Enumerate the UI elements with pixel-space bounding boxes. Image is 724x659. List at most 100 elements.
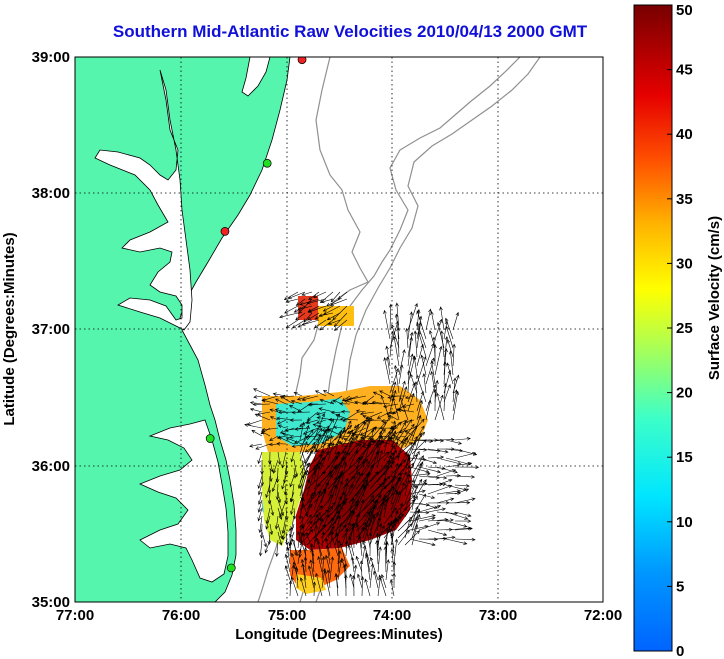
- velocity-vector: [277, 451, 282, 466]
- velocity-vector: [269, 416, 279, 421]
- velocity-vector: [412, 355, 418, 376]
- velocity-vector: [329, 531, 339, 557]
- velocity-vector: [256, 411, 271, 416]
- velocity-vector: [348, 536, 355, 557]
- velocity-vector: [443, 336, 449, 367]
- velocity-vector: [276, 442, 287, 446]
- velocity-vector: [290, 451, 295, 463]
- velocity-vector: [385, 541, 389, 565]
- velocity-vector: [454, 437, 471, 441]
- velocity-vector: [427, 455, 445, 460]
- velocity-vector: [289, 491, 295, 503]
- velocity-vector: [390, 420, 396, 441]
- velocity-vector: [359, 427, 375, 436]
- velocity-vector: [390, 510, 399, 532]
- velocity-vector: [334, 522, 343, 546]
- velocity-vector: [396, 327, 400, 358]
- velocity-vector: [334, 573, 339, 597]
- velocity-vector: [383, 357, 391, 385]
- velocity-vector: [418, 493, 436, 499]
- lat-tick-label: 38:00: [32, 185, 70, 202]
- velocity-vector: [334, 495, 342, 518]
- velocity-vector: [376, 430, 383, 455]
- velocity-vector: [291, 319, 306, 329]
- velocity-vector: [416, 374, 427, 403]
- velocity-vector: [286, 546, 291, 565]
- velocity-vector: [397, 454, 418, 476]
- velocity-vector: [368, 532, 373, 557]
- velocity-vector: [337, 539, 341, 565]
- velocity-vector: [372, 391, 383, 397]
- velocity-vector: [436, 392, 445, 421]
- velocity-vector: [418, 466, 442, 474]
- velocity-vector: [454, 484, 470, 488]
- velocity-vector: [350, 556, 355, 573]
- velocity-vector: [285, 298, 299, 304]
- velocity-vector: [397, 440, 405, 462]
- velocity-vector: [333, 312, 348, 328]
- velocity-vector: [327, 434, 333, 455]
- colorbar-label: Surface Velocity (cm/s): [706, 216, 723, 380]
- velocity-vector: [418, 502, 439, 509]
- lon-tick-label: 73:00: [479, 607, 517, 624]
- velocity-vector: [390, 517, 398, 546]
- velocity-vector: [341, 420, 352, 441]
- velocity-vector: [411, 524, 419, 546]
- velocity-vector: [445, 325, 454, 349]
- velocity-vector: [281, 515, 287, 534]
- velocity-vector: [369, 481, 386, 497]
- colorbar-tick-label: 50: [676, 2, 693, 19]
- velocity-vector: [281, 451, 287, 469]
- velocity-vector: [299, 429, 314, 448]
- velocity-vector: [261, 427, 279, 432]
- velocity-vector: [341, 456, 364, 476]
- velocity-vector: [285, 319, 299, 329]
- velocity-vector: [376, 427, 394, 448]
- velocity-vector: [420, 354, 427, 376]
- lat-tick-label: 39:00: [32, 49, 70, 66]
- velocity-vector: [409, 373, 418, 394]
- velocity-vector: [313, 412, 325, 441]
- velocity-vector: [360, 576, 365, 597]
- velocity-vector: [454, 537, 476, 542]
- velocity-vector: [454, 511, 472, 518]
- velocity-vector: [299, 419, 311, 427]
- velocity-vector: [405, 327, 409, 349]
- velocity-vector: [298, 507, 303, 520]
- velocity-vector: [306, 427, 323, 448]
- velocity-vector: [416, 399, 423, 421]
- velocity-vector: [383, 309, 391, 340]
- map-frame: [74, 56, 604, 603]
- velocity-vector: [249, 408, 263, 413]
- velocity-vector: [445, 461, 473, 468]
- velocity-vector: [404, 518, 411, 539]
- velocity-vector: [261, 399, 279, 405]
- velocity-vector: [343, 399, 359, 405]
- velocity-vector: [351, 524, 356, 549]
- lon-tick-label: 76:00: [162, 607, 200, 624]
- velocity-vector: [404, 473, 411, 497]
- velocity-vector: [434, 318, 443, 340]
- velocity-vector: [418, 504, 442, 513]
- velocity-vector: [452, 390, 460, 421]
- velocity-vector: [369, 421, 387, 441]
- velocity-vector: [418, 516, 436, 522]
- velocity-vector: [316, 540, 323, 565]
- velocity-vector: [341, 409, 351, 414]
- lat-tick-label: 37:00: [32, 321, 70, 338]
- velocity-vector: [303, 312, 313, 323]
- velocity-vector: [269, 435, 279, 441]
- velocity-vector: [345, 540, 349, 557]
- velocity-vector: [398, 386, 408, 412]
- velocity-vector: [361, 544, 367, 565]
- velocity-vector: [337, 291, 348, 300]
- velocity-vector: [284, 565, 291, 581]
- colorbar-tick-label: 30: [676, 255, 693, 272]
- velocity-vector: [369, 428, 386, 455]
- velocity-vector: [334, 472, 343, 497]
- velocity-vector: [427, 482, 447, 487]
- velocity-vector: [341, 461, 347, 483]
- velocity-vector: [296, 395, 311, 401]
- velocity-vector: [310, 543, 315, 565]
- velocity-vector: [411, 450, 420, 469]
